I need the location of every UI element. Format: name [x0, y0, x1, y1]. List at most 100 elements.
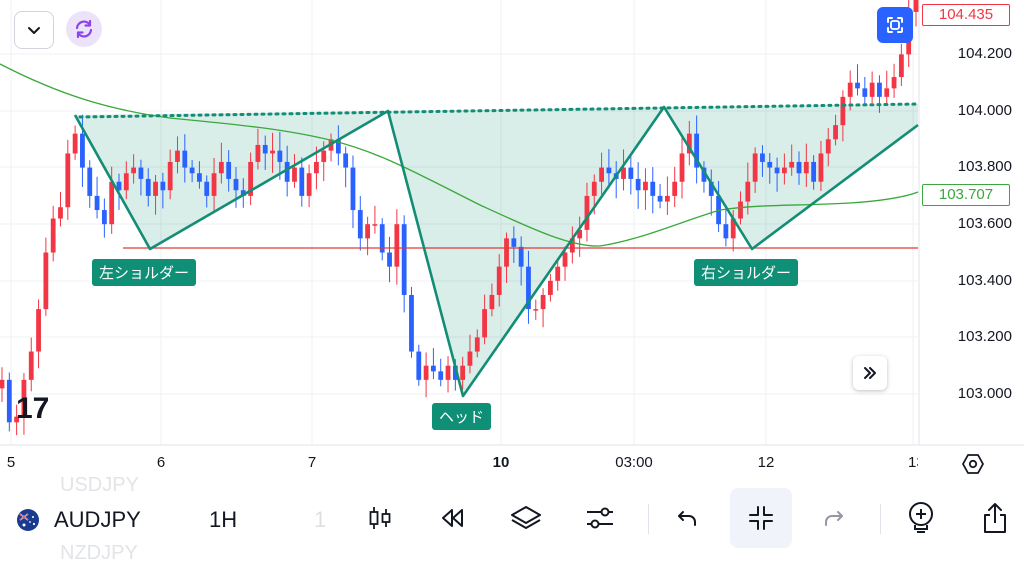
candle-body	[218, 161, 224, 174]
candle-body	[577, 229, 583, 239]
candle-body	[80, 133, 85, 168]
undo-button[interactable]	[669, 500, 705, 536]
candle-body	[635, 178, 641, 191]
interval-selector[interactable]: 1H	[209, 507, 238, 532]
candle-body	[431, 365, 436, 372]
candle-body	[650, 181, 656, 196]
candle-body	[343, 153, 349, 168]
candle-body	[781, 167, 787, 174]
candle-body	[394, 224, 400, 267]
tv-logo: 17	[16, 392, 49, 425]
indicators-button[interactable]	[582, 500, 618, 536]
chart-settings-button[interactable]	[958, 450, 988, 478]
candle-body	[270, 150, 275, 154]
chart-type-button[interactable]	[362, 500, 398, 536]
candle-body	[599, 167, 604, 182]
candle-body	[58, 207, 63, 219]
candles-icon	[369, 507, 391, 529]
hexagon-settings-icon	[962, 454, 984, 474]
sliders-icon	[587, 507, 613, 529]
candle-body	[818, 153, 824, 182]
redo-icon	[825, 511, 843, 526]
head-label: ヘッド	[432, 403, 492, 430]
scroll-to-latest-button[interactable]	[853, 356, 887, 390]
time-tick: 12	[757, 454, 775, 471]
candle-body	[504, 238, 509, 267]
candle-body	[357, 210, 363, 239]
dropdown-button[interactable]	[14, 11, 54, 49]
sync-button[interactable]	[66, 11, 102, 47]
candle-body	[409, 294, 414, 352]
candle-body	[840, 96, 846, 126]
candle-body	[452, 365, 458, 380]
candle-body	[321, 150, 327, 162]
screenshot-button[interactable]	[877, 7, 913, 43]
candle-body	[94, 195, 100, 211]
layers-button[interactable]	[507, 500, 545, 536]
candle-body	[211, 173, 217, 196]
candle-body	[474, 337, 480, 352]
candle-body	[240, 190, 246, 196]
candle-body	[701, 167, 707, 182]
candle-body	[738, 201, 743, 219]
ghost-next-symbol: NZDJPY	[60, 542, 138, 564]
candle-body	[14, 416, 20, 423]
candle-body	[379, 224, 385, 253]
candle-body	[803, 161, 809, 174]
candle-body	[306, 173, 312, 196]
candle-body	[496, 266, 502, 295]
candle-body	[43, 252, 49, 310]
candle-body	[540, 294, 546, 310]
price-tick: 104.000	[957, 102, 1012, 119]
candle-body	[123, 173, 129, 191]
toolbar-divider	[648, 504, 649, 534]
candle-body	[72, 133, 78, 154]
candle-body	[664, 195, 670, 202]
price-tick: 103.200	[957, 328, 1012, 345]
candle-body	[292, 167, 297, 182]
candle-body	[811, 161, 817, 182]
add-alert-button[interactable]	[902, 498, 940, 538]
head-and-shoulders-outline	[73, 105, 919, 398]
candle-body	[314, 161, 319, 174]
candle-body	[467, 351, 473, 366]
candle-body	[350, 167, 356, 211]
candle-body	[774, 167, 780, 174]
candle-body	[50, 218, 56, 253]
sync-icon	[75, 19, 93, 39]
toolbar-divider	[880, 504, 881, 534]
candle-body	[438, 371, 444, 380]
ghost-prev-symbol: USDJPY	[60, 474, 139, 496]
candle-body	[855, 82, 860, 89]
candle-body	[621, 167, 626, 179]
redo-button[interactable]	[816, 500, 852, 536]
candle-body	[145, 178, 151, 196]
candle-body	[387, 252, 392, 267]
chart-area[interactable]: 17	[0, 0, 1024, 480]
candle-body	[197, 173, 202, 182]
candle-body	[898, 54, 904, 78]
candle-body	[87, 167, 93, 196]
time-tick: 5	[6, 454, 16, 471]
share-button[interactable]	[976, 498, 1014, 538]
candle-body	[752, 153, 758, 182]
candle-body	[423, 365, 429, 380]
candle-body	[131, 167, 137, 174]
candle-body	[796, 161, 802, 174]
candle-body	[694, 133, 700, 168]
price-tick: 104.200	[957, 45, 1012, 62]
candle-body	[189, 167, 195, 174]
candle-body	[0, 379, 5, 389]
right-shoulder-label: 右ショルダー	[694, 259, 799, 286]
candle-body	[175, 150, 180, 162]
symbol-selector[interactable]: AUDJPY	[16, 502, 141, 538]
symbol-name: AUDJPY	[54, 507, 141, 532]
collapse-button[interactable]	[730, 488, 792, 548]
time-tick: 7	[307, 454, 317, 471]
candle-body	[284, 161, 290, 182]
replay-button[interactable]	[434, 500, 470, 536]
time-tick: 6	[156, 454, 166, 471]
replay-icon	[442, 509, 463, 527]
candle-body	[482, 309, 487, 338]
chart-grid	[0, 0, 918, 445]
